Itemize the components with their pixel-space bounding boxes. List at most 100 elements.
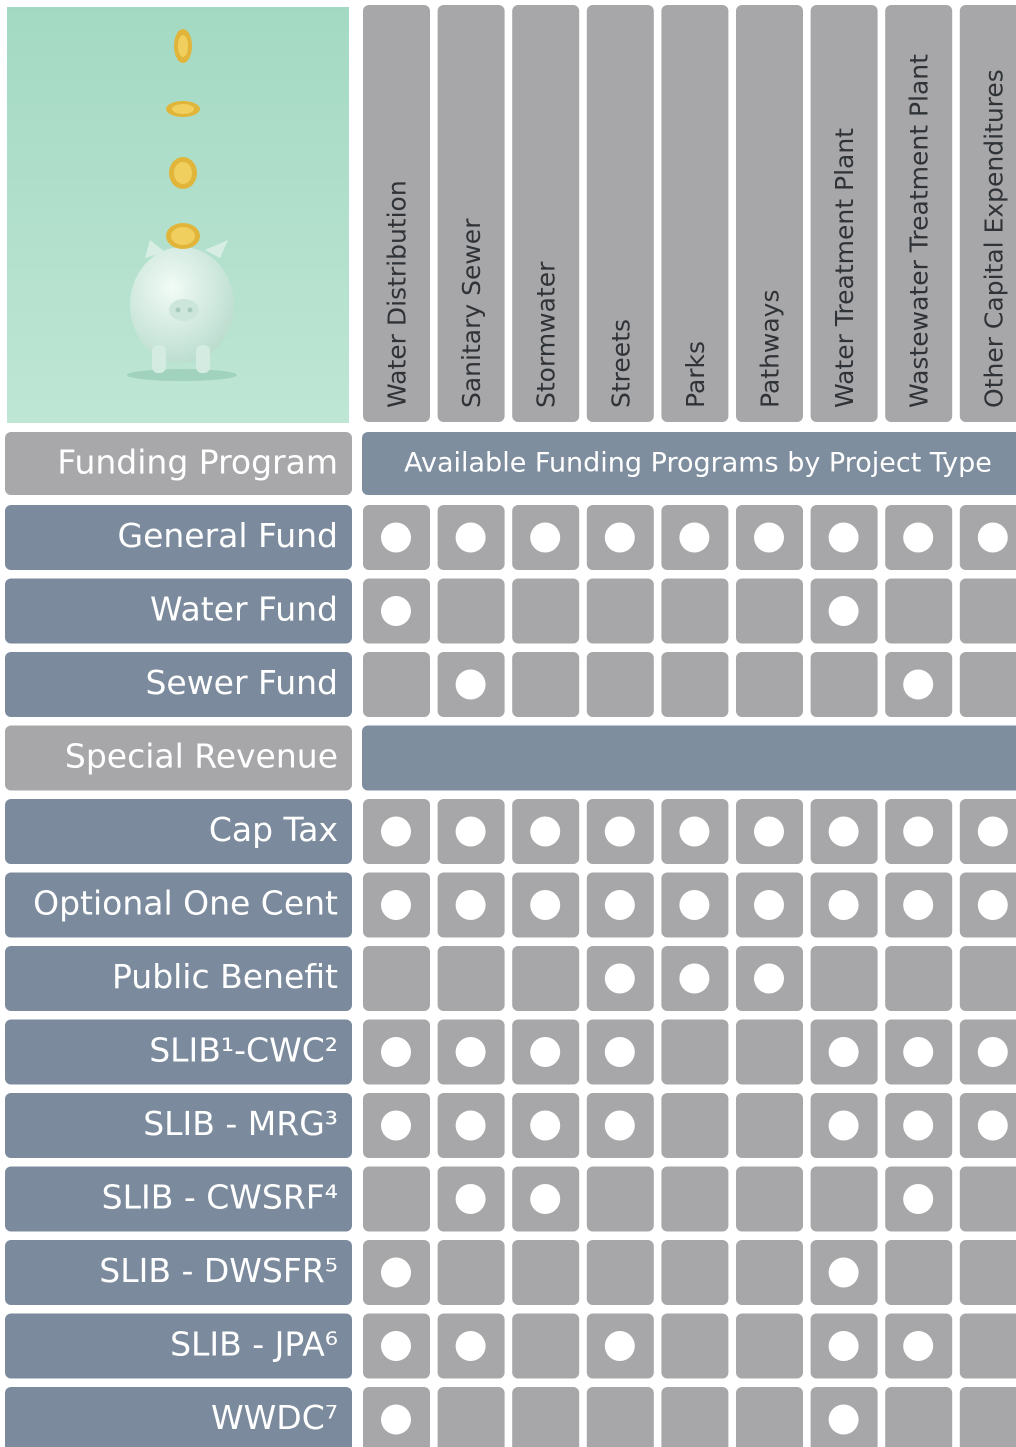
- row-label-bg: [5, 1387, 352, 1447]
- availability-dot: [455, 1037, 486, 1067]
- column-header-bg: [885, 5, 953, 422]
- cell: [661, 1166, 729, 1232]
- cell: [437, 946, 505, 1011]
- cell: [736, 1313, 803, 1379]
- availability-dot: [754, 890, 784, 920]
- availability-dot: [455, 522, 486, 553]
- availability-dot: [381, 1257, 411, 1288]
- cell: [885, 578, 953, 644]
- availability-dot: [754, 963, 784, 994]
- column-header-bg: [512, 5, 580, 422]
- availability-dot: [977, 1037, 1008, 1067]
- row-label: General Fund: [118, 516, 339, 555]
- availability-dot: [530, 522, 561, 553]
- row-label: WWDC⁷: [211, 1398, 338, 1437]
- availability-dot: [604, 1331, 635, 1361]
- cell: [736, 578, 803, 644]
- cell: [959, 1313, 1016, 1379]
- availability-dot: [903, 1037, 934, 1067]
- availability-dot: [828, 522, 859, 553]
- availability-dot: [381, 1404, 411, 1435]
- column-header-bg: [437, 5, 505, 422]
- availability-dot: [977, 890, 1008, 920]
- cell: [661, 1387, 729, 1447]
- cell: [512, 1240, 580, 1305]
- availability-dot: [828, 1331, 859, 1361]
- availability-dot: [828, 596, 859, 626]
- row-label: SLIB - JPA⁶: [170, 1325, 338, 1364]
- availability-dot: [604, 522, 635, 553]
- availability-dot: [604, 1110, 635, 1141]
- column-header: Parks: [681, 341, 710, 408]
- row-header: Funding Program: [57, 443, 338, 482]
- cell: [586, 1240, 654, 1305]
- cell: [959, 578, 1016, 644]
- cell: [736, 1387, 803, 1447]
- availability-dot: [604, 1037, 635, 1067]
- availability-dot: [381, 816, 411, 847]
- availability-dot: [903, 522, 934, 553]
- availability-dot: [455, 669, 486, 700]
- availability-dot: [903, 669, 934, 700]
- cell: [512, 946, 580, 1011]
- availability-dot: [455, 1110, 486, 1141]
- row-label: Optional One Cent: [33, 884, 338, 923]
- availability-dot: [381, 890, 411, 920]
- availability-dot: [903, 890, 934, 920]
- row-label: Water Fund: [150, 590, 338, 629]
- cell: [885, 1387, 953, 1447]
- availability-dot: [604, 890, 635, 920]
- cell: [736, 1166, 803, 1232]
- availability-dot: [604, 963, 635, 994]
- availability-dot: [754, 816, 784, 847]
- cell: [959, 1166, 1016, 1232]
- availability-dot: [828, 1110, 859, 1141]
- availability-dot: [530, 890, 561, 920]
- cell: [512, 1387, 580, 1447]
- cell: [512, 1313, 580, 1379]
- cell: [885, 946, 953, 1011]
- availability-dot: [381, 1110, 411, 1141]
- column-header-bg: [959, 5, 1016, 422]
- availability-dot: [828, 890, 859, 920]
- column-header: Stormwater: [532, 261, 561, 408]
- cell: [959, 1387, 1016, 1447]
- availability-dot: [828, 816, 859, 847]
- cell: [661, 1240, 729, 1305]
- cell: [586, 578, 654, 644]
- cell: [661, 1313, 729, 1379]
- availability-dot: [530, 1184, 561, 1214]
- availability-dot: [381, 1037, 411, 1067]
- cell: [512, 578, 580, 644]
- row-label-bg: [5, 652, 352, 717]
- column-header: Sanitary Sewer: [457, 218, 486, 408]
- cell: [437, 1387, 505, 1447]
- cell: [736, 1240, 803, 1305]
- cell: [661, 1019, 729, 1085]
- row-label-bg: [5, 725, 352, 791]
- column-header-bg: [736, 5, 803, 422]
- availability-dot: [381, 596, 411, 626]
- row-label-bg: [5, 505, 352, 570]
- cell: [586, 1387, 654, 1447]
- cell: [959, 1240, 1016, 1305]
- row-label-bg: [5, 799, 352, 864]
- cell: [661, 652, 729, 717]
- cell: [661, 578, 729, 644]
- row-label: SLIB¹-CWC²: [149, 1031, 338, 1070]
- cell: [661, 1093, 729, 1158]
- availability-dot: [903, 1110, 934, 1141]
- column-header-bg: [810, 5, 878, 422]
- cell: [363, 946, 430, 1011]
- availability-dot: [604, 816, 635, 847]
- row-label-bg: [5, 946, 352, 1011]
- row-label: Cap Tax: [209, 810, 338, 849]
- cell: [736, 1019, 803, 1085]
- cell: [810, 652, 878, 717]
- availability-dot: [530, 1037, 561, 1067]
- banner-bg: [362, 432, 1016, 495]
- availability-dot: [903, 1331, 934, 1361]
- availability-dot: [455, 816, 486, 847]
- row-label-bg: [5, 1166, 352, 1232]
